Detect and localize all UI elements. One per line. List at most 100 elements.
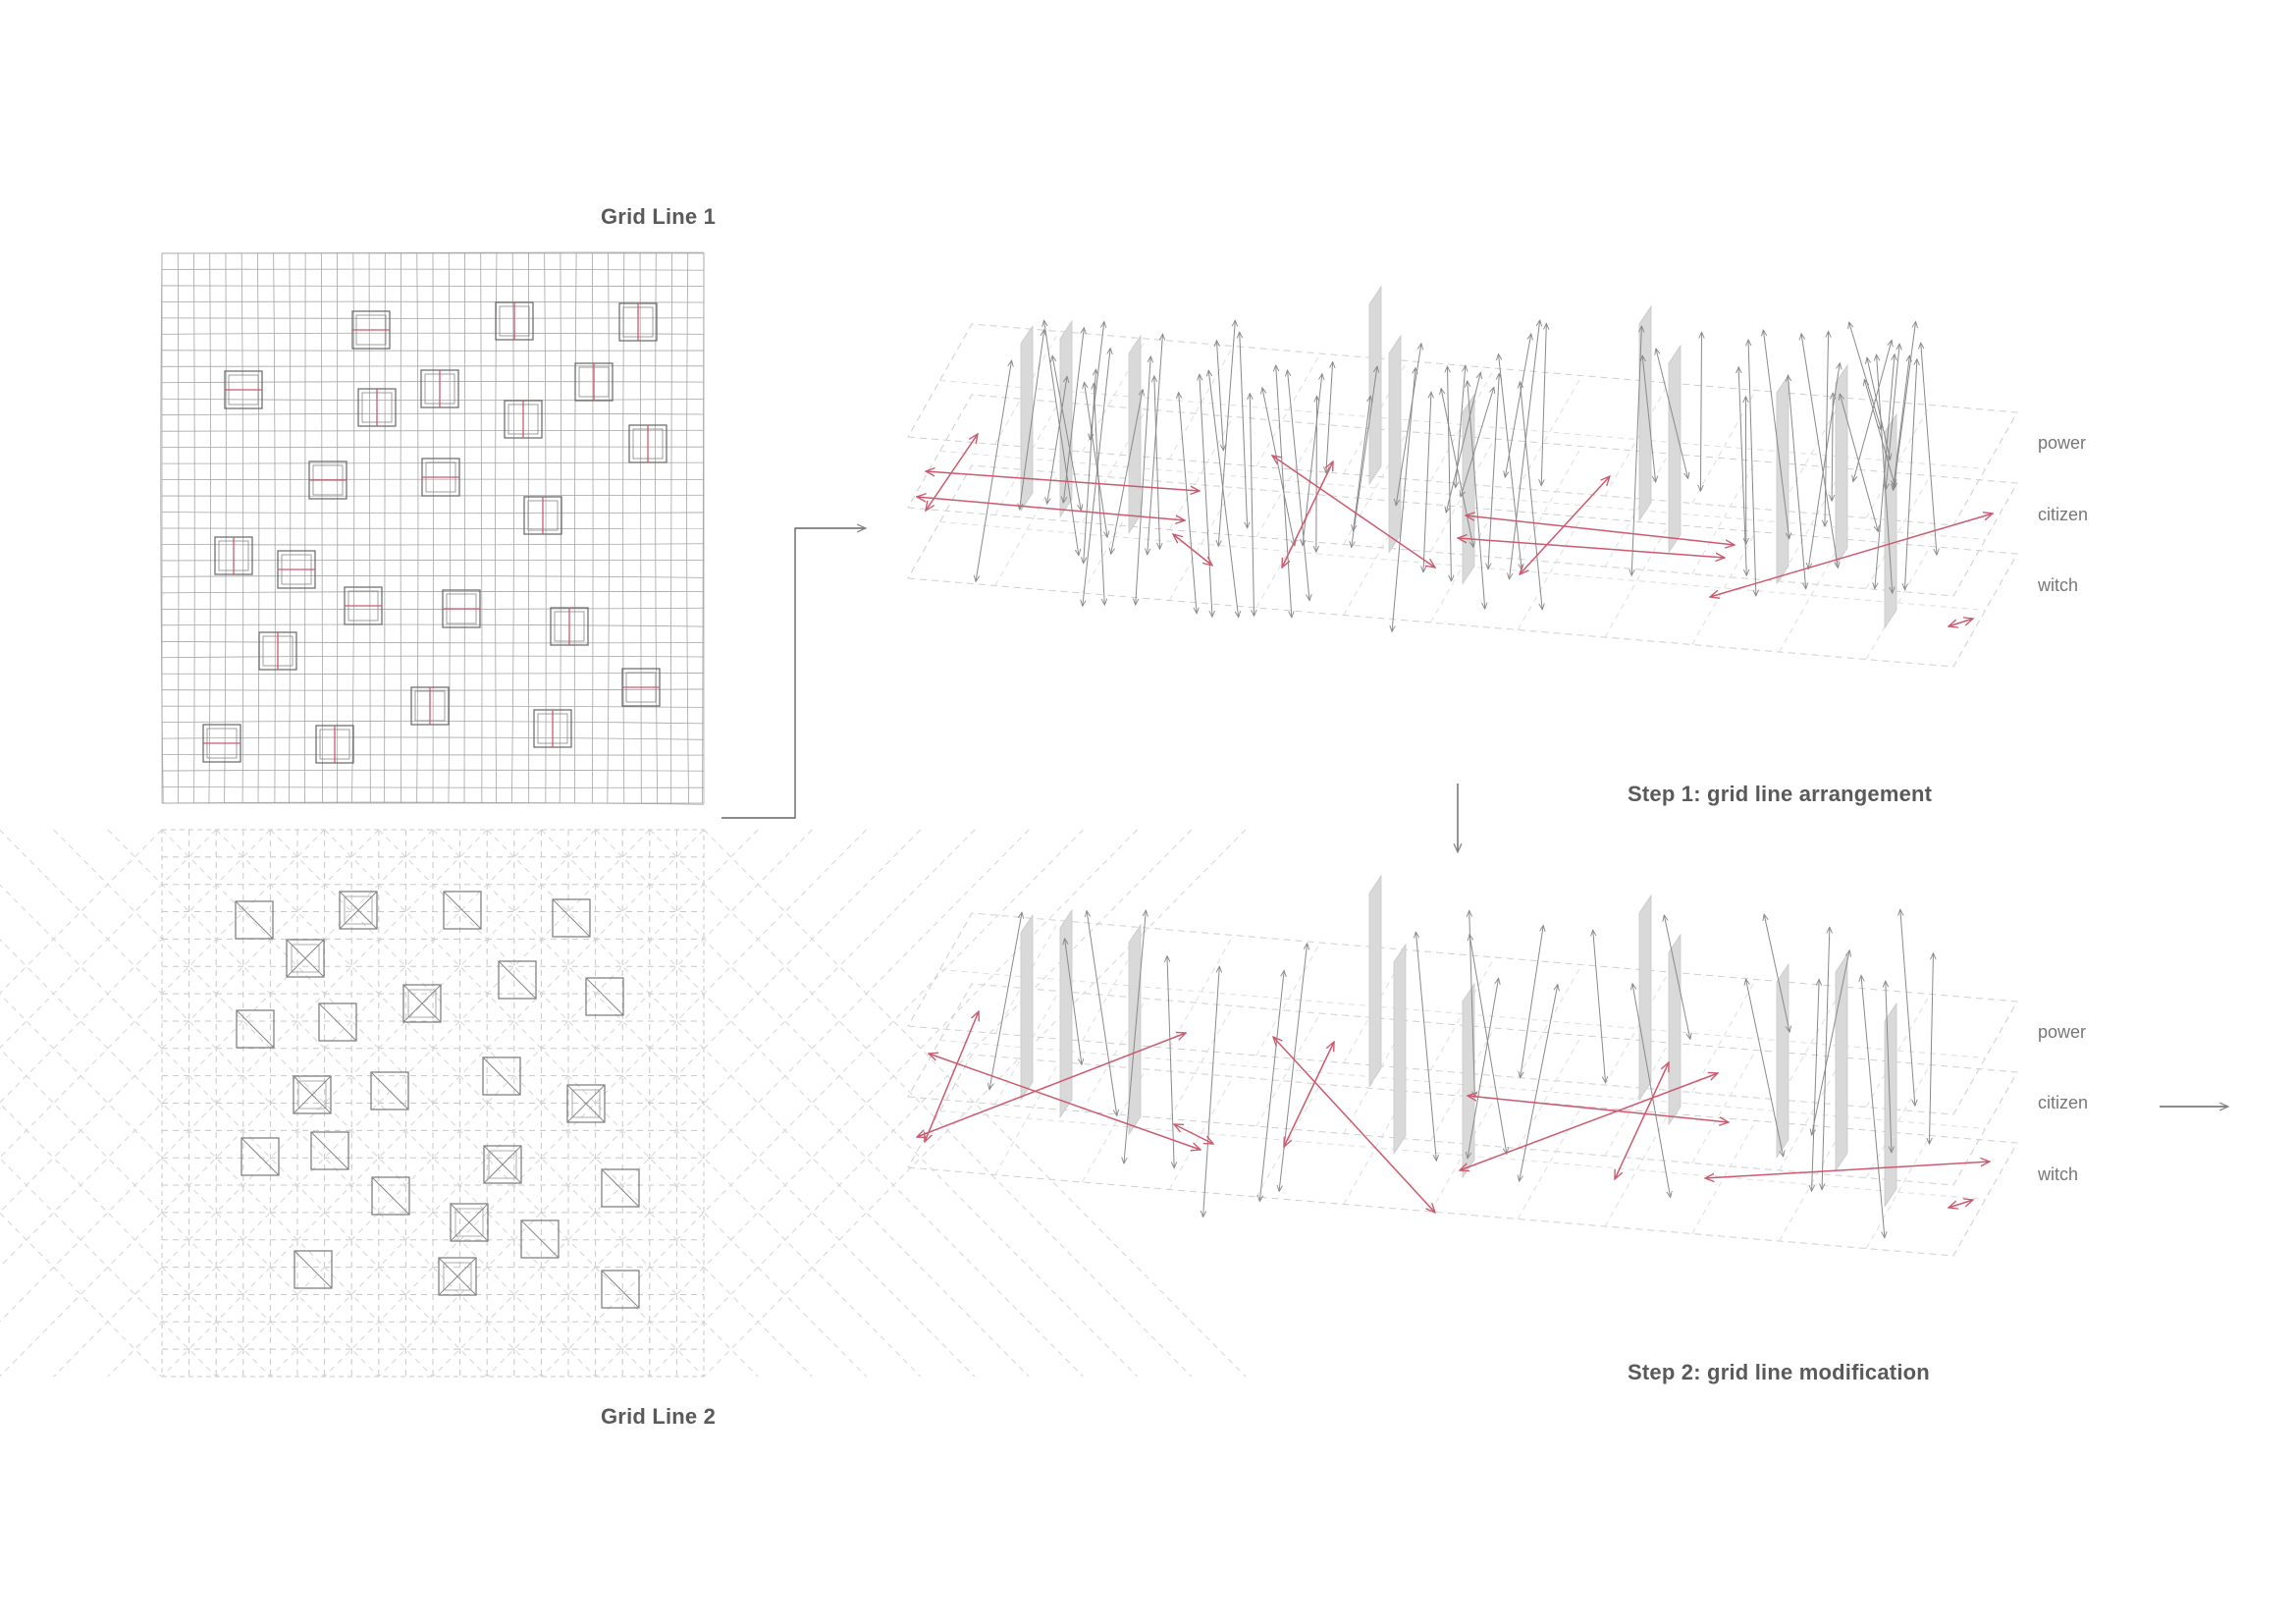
plane-grid-line <box>1604 971 1670 1086</box>
grey-link-arrow <box>1521 926 1544 1078</box>
plane-grid-line <box>1517 1035 1582 1149</box>
grid-line-2-title: Grid Line 2 <box>601 1404 717 1429</box>
plane-grid-line <box>1517 964 1582 1078</box>
red-link-arrow <box>1284 1042 1334 1147</box>
grey-link-arrow <box>1867 357 1891 460</box>
grid-1-line <box>161 736 705 740</box>
grid-2-diagonal <box>53 829 596 1378</box>
grid-1-line <box>161 754 705 756</box>
grid-2-diagonal <box>53 829 596 1378</box>
grid-2-square <box>370 1071 409 1110</box>
red-link-arrow <box>925 1011 979 1142</box>
grid-2-diagonal <box>378 829 922 1378</box>
grid-2-square-diagonal <box>293 1075 332 1114</box>
grid-2-square <box>585 977 624 1016</box>
red-link-arrow <box>1272 456 1435 568</box>
grid-2-diagonal <box>0 829 542 1378</box>
red-link-arrow <box>1460 1073 1718 1170</box>
red-link-arrow <box>1282 461 1333 568</box>
vertical-panel <box>1388 334 1402 554</box>
grid-1-line <box>161 769 705 772</box>
vertical-panel <box>1835 952 1848 1172</box>
grey-link-arrow <box>1200 374 1212 617</box>
grid-1-line <box>161 688 705 691</box>
grid-2-square-diagonal <box>552 898 591 938</box>
grid-2-square-diagonal <box>482 1056 521 1096</box>
grid-1-line <box>161 559 705 562</box>
grey-link-arrow <box>1825 331 1829 526</box>
grid-2-square <box>571 1089 601 1118</box>
grid-2-diagonal <box>324 829 867 1378</box>
grid-2-square-diagonal <box>585 977 624 1016</box>
grid-2-square <box>454 1208 484 1237</box>
grid-2-square <box>488 1150 517 1179</box>
grid-2-diagonal <box>161 829 705 1378</box>
grid-2-diagonal <box>649 829 1193 1378</box>
grey-link-arrow <box>1593 930 1606 1083</box>
grid-2-square-diagonal <box>318 1002 357 1042</box>
grid-2-square-diagonal <box>240 1137 280 1176</box>
grey-link-arrow <box>1154 376 1160 549</box>
step2-diagram <box>907 874 2018 1257</box>
vertical-panel <box>1884 1001 1897 1209</box>
plane-grid-line <box>1779 1127 1843 1242</box>
grey-link-arrow <box>1929 953 1933 1144</box>
grid-2-diagonal <box>0 939 434 1378</box>
grey-link-arrow <box>1748 340 1756 596</box>
grid-1-line <box>702 252 705 804</box>
grid-2-square-diagonal <box>339 891 378 930</box>
grid-1-line <box>161 673 705 675</box>
grey-link-arrow <box>1087 911 1117 1116</box>
grid-1-line <box>480 252 483 804</box>
grey-link-arrow <box>1423 392 1431 572</box>
red-link-arrow <box>1705 1162 1990 1178</box>
step2-title: Step 2: grid line modification <box>1628 1360 1930 1384</box>
grid-2-square-diagonal <box>294 1250 333 1289</box>
vertical-panel <box>1059 319 1073 518</box>
grid-2-diagonal <box>215 829 759 1378</box>
grid-2-diagonal <box>107 829 651 1378</box>
grey-link-arrow <box>1259 970 1284 1201</box>
grid-1-line <box>161 527 705 529</box>
grey-link-arrow <box>1216 341 1223 451</box>
grid-2-square <box>601 1168 640 1208</box>
grey-link-arrow <box>1764 914 1789 1032</box>
grid-1-line <box>639 252 642 804</box>
grey-link-arrow <box>976 360 1012 581</box>
grey-link-arrow <box>1520 985 1558 1181</box>
grid-1-line <box>161 640 705 644</box>
vertical-panel <box>1368 874 1382 1088</box>
grid-2-diagonal <box>649 829 1193 1378</box>
grid-2-square-diagonal <box>438 1257 477 1296</box>
grid-2-square <box>601 1270 640 1309</box>
grey-link-arrow <box>1203 966 1220 1217</box>
grid-2-diagonal <box>0 1048 325 1378</box>
step1-layer-witch: witch <box>2038 575 2079 595</box>
grid-1-line <box>607 252 610 804</box>
grey-link-arrow <box>1456 365 1466 487</box>
grey-link-arrow <box>1763 330 1789 539</box>
grid-1-line <box>670 252 672 804</box>
grid-2-diagonal <box>378 829 922 1378</box>
vertical-panel <box>1020 913 1034 1102</box>
grid-line-1-panel <box>160 251 705 805</box>
step2-layer-power: power <box>2038 1022 2087 1042</box>
red-link-arrow <box>1174 1124 1213 1144</box>
plane-grid-line <box>1604 1042 1670 1157</box>
plane-grid-line <box>1691 531 1757 645</box>
grid-2-square-diagonal <box>520 1219 560 1259</box>
grid-2-diagonal <box>270 829 813 1378</box>
red-link-arrow <box>926 434 978 511</box>
plane-grid-line <box>1604 523 1670 638</box>
vertical-panel <box>1393 943 1407 1156</box>
grid-2-square <box>407 989 437 1018</box>
grey-link-arrow <box>1250 394 1254 617</box>
grey-link-arrow <box>1469 935 1507 1155</box>
vertical-panel <box>1638 893 1652 1102</box>
vertical-panel <box>1835 363 1848 568</box>
step1-layer-citizen: citizen <box>2038 505 2089 524</box>
vertical-panel <box>1776 373 1789 585</box>
grid-2-square-diagonal <box>498 960 537 1000</box>
grid-2-square <box>318 1002 357 1042</box>
grid-2-square-diagonal <box>370 1071 409 1110</box>
